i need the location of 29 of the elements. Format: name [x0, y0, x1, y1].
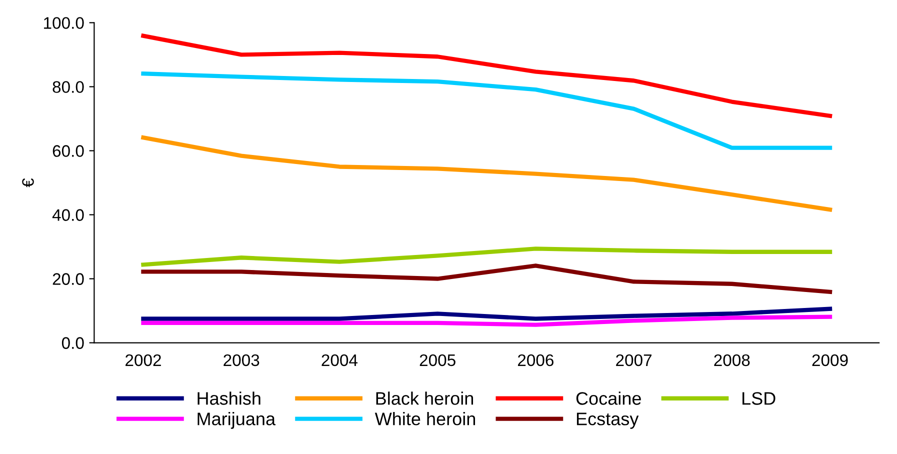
x-tick-label: 2008: [714, 354, 750, 366]
y-tick-label: 0.0: [62, 337, 84, 349]
legend-label: Ecstasy: [576, 412, 639, 429]
y-tick-label: 80.0: [52, 81, 84, 93]
line-series: [141, 72, 832, 150]
legend-label: Marijuana: [198, 412, 276, 429]
line-series: [141, 306, 832, 321]
legend-label: Cocaine: [576, 392, 641, 405]
line-series: [141, 34, 832, 118]
line-series: [141, 314, 832, 327]
x-tick-label: 2004: [322, 354, 358, 366]
y-tick-label: 100.0: [44, 17, 84, 29]
line-series: [141, 264, 832, 294]
legend-label: Black heroin: [376, 392, 474, 405]
x-tick-label: 2007: [616, 354, 652, 366]
line-series: [141, 136, 832, 212]
x-tick-label: 2002: [126, 354, 161, 366]
x-tick-label: 2006: [518, 354, 554, 366]
y-tick-label: 60.0: [52, 145, 84, 157]
x-tick-label: 2009: [812, 354, 848, 366]
x-tick-label: 2003: [224, 354, 260, 366]
y-tick-label: 40.0: [52, 209, 84, 221]
legend-label: Hashish: [198, 392, 260, 405]
legend-label: White heroin: [374, 412, 476, 426]
y-tick-label: 20.0: [52, 273, 84, 285]
line-series: [141, 246, 832, 267]
legend-label: LSD: [742, 392, 776, 405]
y-axis-title: €: [22, 178, 34, 188]
x-tick-label: 2005: [420, 354, 456, 366]
